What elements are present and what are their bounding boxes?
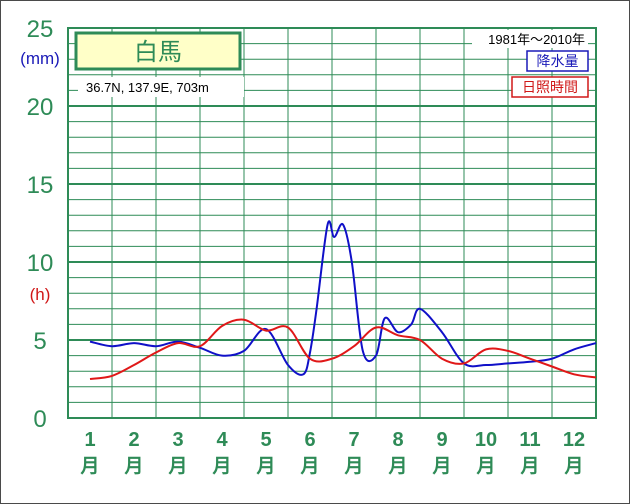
precipitation-line [89, 220, 597, 376]
x-tick-unit: 月 [431, 456, 451, 477]
station-location: 36.7N, 137.9E, 703m [86, 80, 209, 95]
y-tick-label: 25 [27, 16, 54, 43]
chart-title: 白馬 [134, 39, 182, 66]
x-tick-label: 9 [436, 429, 447, 451]
x-tick-unit: 月 [299, 456, 319, 477]
period-label: 1981年〜2010年 [488, 32, 585, 47]
period-bg [472, 30, 588, 48]
x-tick-label: 10 [475, 429, 497, 451]
x-tick-unit: 月 [167, 456, 187, 477]
x-tick-unit: 月 [255, 456, 275, 477]
y-tick-label: 5 [33, 328, 46, 355]
x-tick-unit: 月 [343, 456, 363, 477]
x-tick-label: 3 [172, 429, 183, 451]
x-tick-unit: 月 [211, 456, 231, 477]
x-tick-unit: 月 [123, 456, 143, 477]
x-axis-month-labels: 1 月 2 月 3 月 4 月 5 月 6 月 7 月 8 月 9 月 10 月 11 月 12 月 [79, 429, 585, 477]
legend-precipitation-box [526, 50, 589, 72]
y-axis-tick-labels: 0 5 10 15 20 25 [27, 16, 54, 433]
y-tick-label: 10 [27, 250, 54, 277]
x-tick-unit: 月 [475, 456, 495, 477]
x-tick-unit: 月 [79, 456, 99, 477]
series-layer [89, 220, 597, 380]
x-tick-label: 7 [348, 429, 359, 451]
y-tick-label: 20 [27, 94, 54, 121]
y-unit-sunshine: (h) [30, 285, 51, 304]
sunshine-line [89, 318, 597, 380]
x-tick-label: 11 [519, 429, 540, 451]
x-tick-label: 5 [260, 429, 271, 451]
y-unit-precipitation: (mm) [20, 49, 60, 68]
legend-precipitation: 降水量 [537, 53, 579, 69]
x-tick-unit: 月 [519, 456, 539, 477]
title-box [74, 31, 242, 71]
legend-sunshine: 日照時間 [522, 79, 578, 95]
x-tick-label: 4 [216, 429, 228, 451]
x-tick-unit: 月 [387, 456, 407, 477]
y-tick-label: 15 [27, 172, 54, 199]
legend-sunshine-box [511, 76, 589, 98]
x-tick-label: 6 [304, 429, 315, 451]
x-tick-label: 12 [563, 429, 585, 451]
x-tick-unit: 月 [563, 456, 583, 477]
y-tick-label: 0 [33, 406, 46, 433]
x-tick-label: 8 [392, 429, 403, 451]
x-tick-label: 2 [128, 429, 139, 451]
location-box-bg [78, 77, 244, 97]
x-tick-label: 1 [84, 429, 95, 451]
